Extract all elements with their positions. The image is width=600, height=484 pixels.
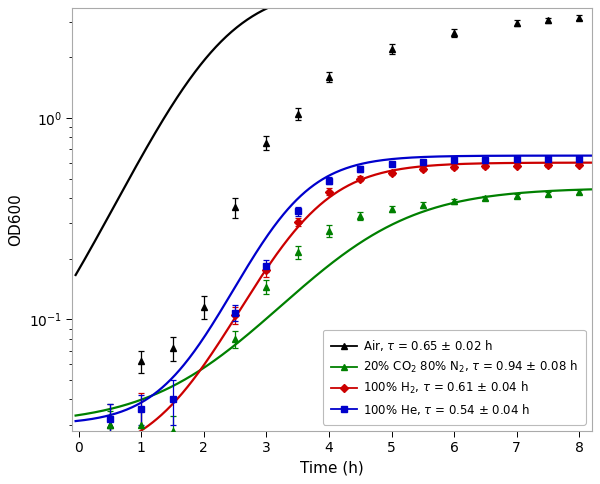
- Legend: Air, $\tau$ = 0.65 ± 0.02 h, 20% CO$_2$ 80% N$_2$, $\tau$ = 0.94 ± 0.08 h, 100% : Air, $\tau$ = 0.65 ± 0.02 h, 20% CO$_2$ …: [323, 330, 586, 425]
- X-axis label: Time (h): Time (h): [300, 461, 364, 476]
- Y-axis label: OD600: OD600: [8, 193, 23, 246]
